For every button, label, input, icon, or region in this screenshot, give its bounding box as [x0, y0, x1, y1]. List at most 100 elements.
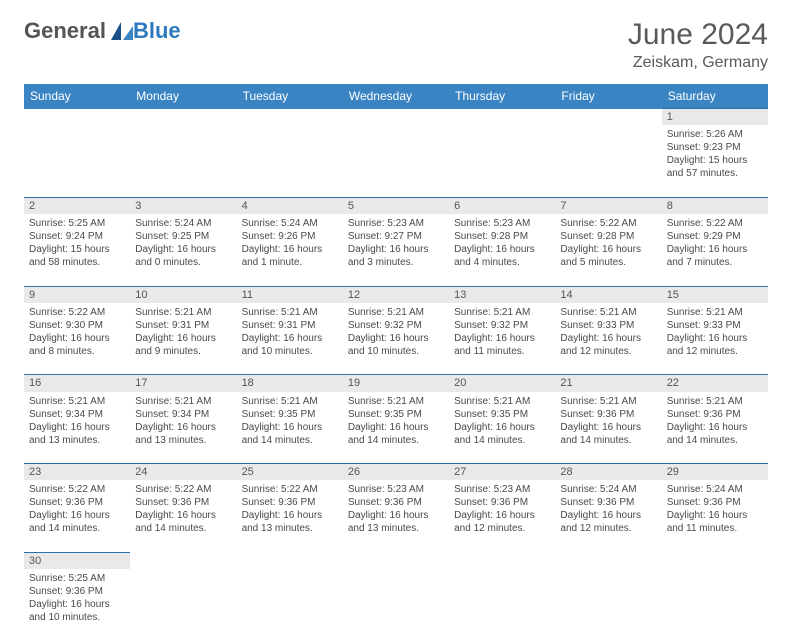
sunrise-text: Sunrise: 5:22 AM: [29, 306, 125, 319]
weekday-header: Saturday: [662, 84, 768, 109]
sunset-text: Sunset: 9:36 PM: [560, 408, 656, 421]
day-number: 18: [237, 375, 343, 392]
day-cell: Sunrise: 5:26 AMSunset: 9:23 PMDaylight:…: [662, 125, 768, 197]
sunset-text: Sunset: 9:27 PM: [348, 230, 444, 243]
brand-main: General: [24, 18, 106, 44]
daylight-text: Daylight: 16 hours and 3 minutes.: [348, 243, 444, 269]
empty-cell: [555, 109, 661, 126]
weekday-header: Tuesday: [237, 84, 343, 109]
sunrise-text: Sunrise: 5:21 AM: [667, 306, 763, 319]
sunset-text: Sunset: 9:36 PM: [560, 496, 656, 509]
day-cell: Sunrise: 5:24 AMSunset: 9:26 PMDaylight:…: [237, 214, 343, 286]
day-cell: Sunrise: 5:21 AMSunset: 9:31 PMDaylight:…: [130, 303, 236, 375]
sunrise-text: Sunrise: 5:24 AM: [135, 217, 231, 230]
sunrise-text: Sunrise: 5:21 AM: [454, 306, 550, 319]
day-cell: Sunrise: 5:24 AMSunset: 9:36 PMDaylight:…: [662, 480, 768, 552]
location: Zeiskam, Germany: [628, 54, 768, 72]
sunset-text: Sunset: 9:33 PM: [667, 319, 763, 332]
day-number: 30: [24, 552, 130, 569]
sunset-text: Sunset: 9:31 PM: [242, 319, 338, 332]
sunset-text: Sunset: 9:31 PM: [135, 319, 231, 332]
calendar-body: 1Sunrise: 5:26 AMSunset: 9:23 PMDaylight…: [24, 109, 768, 641]
sunset-text: Sunset: 9:35 PM: [242, 408, 338, 421]
day-number: 15: [662, 286, 768, 303]
sunset-text: Sunset: 9:36 PM: [29, 585, 125, 598]
sunset-text: Sunset: 9:32 PM: [348, 319, 444, 332]
day-cell: Sunrise: 5:22 AMSunset: 9:28 PMDaylight:…: [555, 214, 661, 286]
daylight-text: Daylight: 16 hours and 11 minutes.: [454, 332, 550, 358]
daylight-text: Daylight: 16 hours and 14 minutes.: [667, 421, 763, 447]
sunrise-text: Sunrise: 5:22 AM: [667, 217, 763, 230]
sunrise-text: Sunrise: 5:21 AM: [242, 395, 338, 408]
daylight-text: Daylight: 16 hours and 14 minutes.: [560, 421, 656, 447]
data-row: Sunrise: 5:26 AMSunset: 9:23 PMDaylight:…: [24, 125, 768, 197]
empty-cell: [237, 552, 343, 569]
sunrise-text: Sunrise: 5:25 AM: [29, 572, 125, 585]
day-cell: Sunrise: 5:22 AMSunset: 9:29 PMDaylight:…: [662, 214, 768, 286]
daylight-text: Daylight: 16 hours and 14 minutes.: [454, 421, 550, 447]
data-row: Sunrise: 5:22 AMSunset: 9:36 PMDaylight:…: [24, 480, 768, 552]
sunrise-text: Sunrise: 5:23 AM: [348, 483, 444, 496]
month-title: June 2024: [628, 18, 768, 52]
brand-sub: Blue: [133, 18, 181, 44]
sunrise-text: Sunrise: 5:21 AM: [348, 395, 444, 408]
empty-cell: [130, 125, 236, 197]
sunrise-text: Sunrise: 5:21 AM: [667, 395, 763, 408]
daylight-text: Daylight: 16 hours and 8 minutes.: [29, 332, 125, 358]
empty-cell: [662, 552, 768, 569]
empty-cell: [24, 125, 130, 197]
day-number: 14: [555, 286, 661, 303]
day-cell: Sunrise: 5:21 AMSunset: 9:35 PMDaylight:…: [237, 392, 343, 464]
day-cell: Sunrise: 5:22 AMSunset: 9:36 PMDaylight:…: [237, 480, 343, 552]
daylight-text: Daylight: 16 hours and 9 minutes.: [135, 332, 231, 358]
daynum-row: 16171819202122: [24, 375, 768, 392]
day-cell: Sunrise: 5:25 AMSunset: 9:36 PMDaylight:…: [24, 569, 130, 641]
empty-cell: [130, 552, 236, 569]
header: General Blue June 2024 Zeiskam, Germany: [24, 18, 768, 72]
daylight-text: Daylight: 15 hours and 58 minutes.: [29, 243, 125, 269]
sunrise-text: Sunrise: 5:24 AM: [242, 217, 338, 230]
sunrise-text: Sunrise: 5:21 AM: [560, 395, 656, 408]
daylight-text: Daylight: 16 hours and 7 minutes.: [667, 243, 763, 269]
sunset-text: Sunset: 9:28 PM: [454, 230, 550, 243]
day-number: 25: [237, 464, 343, 481]
weekday-header: Monday: [130, 84, 236, 109]
empty-cell: [130, 109, 236, 126]
day-number: 16: [24, 375, 130, 392]
day-number: 9: [24, 286, 130, 303]
day-cell: Sunrise: 5:21 AMSunset: 9:31 PMDaylight:…: [237, 303, 343, 375]
empty-cell: [343, 552, 449, 569]
day-cell: Sunrise: 5:21 AMSunset: 9:33 PMDaylight:…: [662, 303, 768, 375]
daylight-text: Daylight: 16 hours and 10 minutes.: [29, 598, 125, 624]
empty-cell: [130, 569, 236, 641]
title-block: June 2024 Zeiskam, Germany: [628, 18, 768, 72]
day-cell: Sunrise: 5:21 AMSunset: 9:34 PMDaylight:…: [130, 392, 236, 464]
daylight-text: Daylight: 16 hours and 13 minutes.: [242, 509, 338, 535]
day-number: 10: [130, 286, 236, 303]
empty-cell: [343, 569, 449, 641]
sunset-text: Sunset: 9:30 PM: [29, 319, 125, 332]
day-cell: Sunrise: 5:25 AMSunset: 9:24 PMDaylight:…: [24, 214, 130, 286]
daylight-text: Daylight: 16 hours and 12 minutes.: [560, 509, 656, 535]
sunrise-text: Sunrise: 5:21 AM: [560, 306, 656, 319]
daynum-row: 1: [24, 109, 768, 126]
empty-cell: [555, 552, 661, 569]
day-cell: Sunrise: 5:21 AMSunset: 9:33 PMDaylight:…: [555, 303, 661, 375]
daylight-text: Daylight: 16 hours and 11 minutes.: [667, 509, 763, 535]
day-cell: Sunrise: 5:23 AMSunset: 9:36 PMDaylight:…: [449, 480, 555, 552]
data-row: Sunrise: 5:22 AMSunset: 9:30 PMDaylight:…: [24, 303, 768, 375]
day-number: 28: [555, 464, 661, 481]
day-number: 3: [130, 197, 236, 214]
daylight-text: Daylight: 16 hours and 13 minutes.: [29, 421, 125, 447]
sunset-text: Sunset: 9:25 PM: [135, 230, 231, 243]
empty-cell: [555, 569, 661, 641]
weekday-header: Sunday: [24, 84, 130, 109]
day-cell: Sunrise: 5:22 AMSunset: 9:36 PMDaylight:…: [130, 480, 236, 552]
empty-cell: [449, 552, 555, 569]
daylight-text: Daylight: 16 hours and 14 minutes.: [242, 421, 338, 447]
daylight-text: Daylight: 16 hours and 1 minute.: [242, 243, 338, 269]
weekday-header-row: SundayMondayTuesdayWednesdayThursdayFrid…: [24, 84, 768, 109]
sunset-text: Sunset: 9:34 PM: [135, 408, 231, 421]
day-cell: Sunrise: 5:21 AMSunset: 9:35 PMDaylight:…: [343, 392, 449, 464]
sunset-text: Sunset: 9:35 PM: [348, 408, 444, 421]
